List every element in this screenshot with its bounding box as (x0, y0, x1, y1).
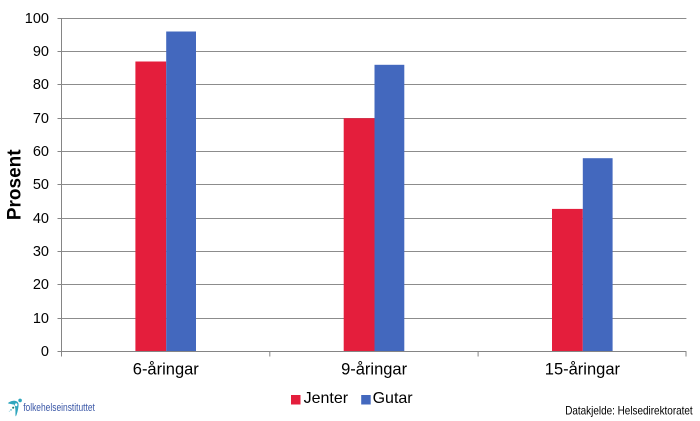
svg-text:30: 30 (33, 244, 49, 260)
svg-text:folkehelseinstituttet: folkehelseinstituttet (23, 402, 95, 414)
svg-text:20: 20 (33, 277, 49, 293)
svg-text:Prosent: Prosent (5, 149, 26, 220)
svg-text:Gutar: Gutar (373, 390, 414, 407)
svg-text:10: 10 (33, 311, 49, 327)
svg-text:9-åringar: 9-åringar (341, 360, 408, 378)
svg-text:50: 50 (33, 177, 49, 193)
svg-text:70: 70 (33, 111, 49, 127)
svg-text:60: 60 (33, 144, 49, 160)
svg-text:40: 40 (33, 211, 49, 227)
svg-text:90: 90 (33, 44, 49, 60)
svg-text:15-åringar: 15-åringar (545, 360, 621, 378)
svg-text:80: 80 (33, 77, 49, 93)
svg-text:Datakjelde: Helsedirektoratet: Datakjelde: Helsedirektoratet (565, 403, 693, 417)
svg-text:100: 100 (25, 11, 49, 27)
svg-text:0: 0 (41, 344, 49, 360)
svg-text:6-åringar: 6-åringar (133, 360, 200, 378)
svg-text:Jenter: Jenter (304, 390, 349, 407)
